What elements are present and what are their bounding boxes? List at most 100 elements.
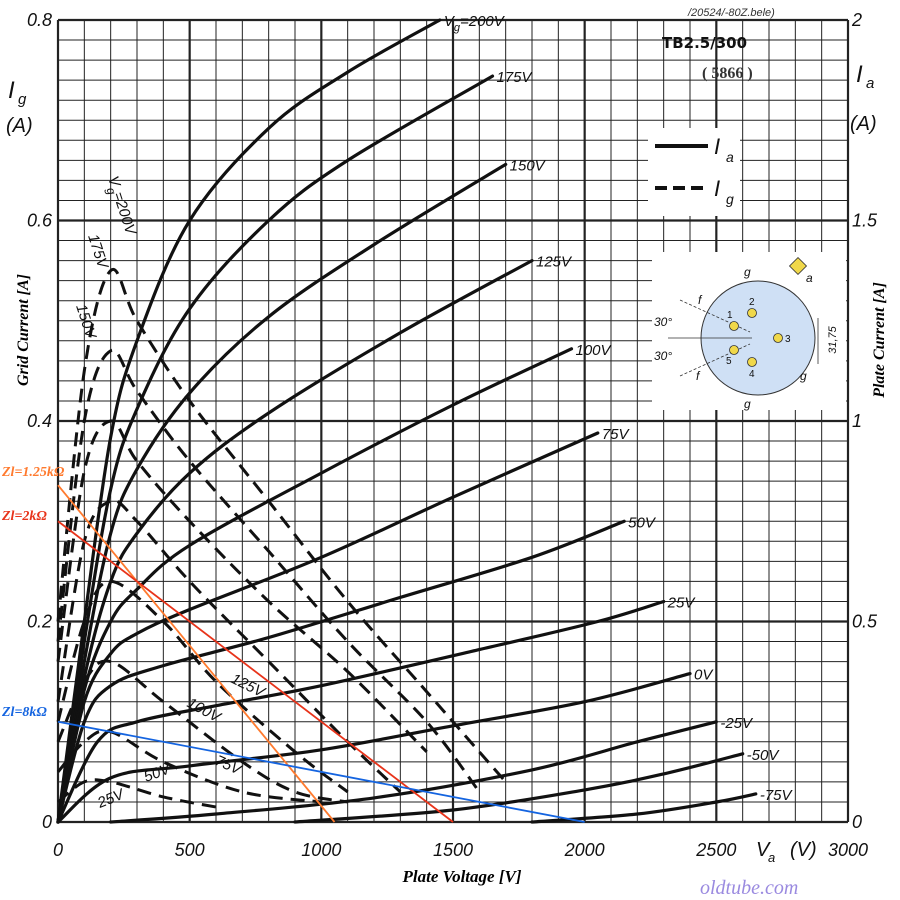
x-unit-symbol: V xyxy=(756,839,771,861)
grid-current-curves xyxy=(56,267,507,809)
plate-curve-5 xyxy=(56,431,600,824)
plate-curve-label-8: 0V xyxy=(694,667,714,684)
grid-curve-3 xyxy=(56,499,402,793)
x-tick-label: 2000 xyxy=(564,840,605,860)
grid-curve-0 xyxy=(56,267,507,783)
grid-curve-1 xyxy=(56,348,481,793)
x-tick-label: 500 xyxy=(175,840,205,860)
legend-box xyxy=(648,128,740,216)
header-note: /20524/-80Z.bele) xyxy=(687,7,775,19)
plate-current-curves xyxy=(56,18,758,824)
y-right-tick-label: 2 xyxy=(851,10,862,30)
plate-curve-label-0: Vg=200V xyxy=(444,13,506,34)
pin-5-label: 5 xyxy=(726,356,732,367)
grid-curve-7 xyxy=(57,778,217,809)
x-tick-label: 1500 xyxy=(433,840,473,860)
plate-curve-10 xyxy=(293,752,745,824)
y-left-tick-label: 0.6 xyxy=(27,211,53,231)
plate-curve-1 xyxy=(56,74,495,824)
pin-4 xyxy=(747,357,757,367)
pin-1-label: 1 xyxy=(727,310,733,321)
plate-curve-label-4: 100V xyxy=(576,342,613,359)
x-unit-sub: a xyxy=(768,850,775,865)
pin-5 xyxy=(729,345,739,355)
plate-curve-9 xyxy=(109,720,718,824)
grid-label-175: 175V xyxy=(84,232,112,272)
y-left-symbol-sub: g xyxy=(18,91,27,108)
plate-curve-label-9: -25V xyxy=(720,715,754,732)
socket-label-f-bottom: f xyxy=(696,369,701,383)
load-line-0 xyxy=(57,484,336,823)
y-left-title: Grid Current [A] xyxy=(15,274,32,386)
x-unit: V a (V) xyxy=(756,839,817,865)
tube-alt-name: ( 5866 ) xyxy=(702,65,753,82)
grid-curve-2 xyxy=(56,419,428,753)
plate-curve-6 xyxy=(56,519,626,824)
y-right-symbol-letter: I xyxy=(856,61,863,88)
socket-lower-angle-line xyxy=(679,343,751,377)
load-label-1: Zl=1.25kΩ xyxy=(1,465,65,480)
pin-4-label: 4 xyxy=(749,369,755,380)
y-left-symbol-letter: I xyxy=(8,77,15,104)
grid-label-200: Vg=200V xyxy=(100,174,139,240)
load-lines xyxy=(57,484,585,823)
plate-curve-8 xyxy=(56,672,692,824)
y-left-tick-label: 0.8 xyxy=(27,10,52,30)
socket-angle-upper: 30° xyxy=(654,315,672,329)
y-right-title: Plate Current [A] xyxy=(871,282,888,399)
pin-1 xyxy=(729,321,739,331)
plate-curve-label-1: 175V xyxy=(497,69,534,86)
pin-2-label: 2 xyxy=(749,297,755,308)
y-left-unit: (A) xyxy=(6,115,33,137)
socket-label-f-top: f xyxy=(698,293,703,307)
watermark: oldtube.com xyxy=(700,877,798,899)
plate-curve-7 xyxy=(56,599,666,824)
y-right-symbol: I a (A) xyxy=(850,61,877,135)
tube-name: TB2.5/300 xyxy=(662,34,747,52)
plate-curve-label-10: -50V xyxy=(747,747,781,764)
plate-curve-label-3: 125V xyxy=(536,254,573,271)
socket-label-g-top: g xyxy=(744,265,751,279)
plate-curve-0 xyxy=(56,18,442,824)
plate-curve-label-11: -75V xyxy=(760,787,794,804)
socket-upper-angle-line xyxy=(679,299,751,333)
load-line-2 xyxy=(57,720,585,823)
y-right-unit: (A) xyxy=(850,113,877,135)
socket-dimension: 31,75 xyxy=(827,325,839,353)
anode-cap-icon xyxy=(788,256,808,276)
x-title: Plate Voltage [V] xyxy=(402,867,522,886)
y-left-symbol: I g (A) xyxy=(6,77,33,137)
load-label-3: Zl=8kΩ xyxy=(1,705,47,720)
x-tick-label: 1000 xyxy=(301,840,341,860)
plate-curve-label-7: 25V xyxy=(667,594,697,611)
y-right-tick-label: 0 xyxy=(852,812,862,832)
pin-3-label: 3 xyxy=(785,334,791,345)
x-tick-label: 2500 xyxy=(695,840,736,860)
socket-label-a: a xyxy=(806,271,813,285)
grid-curve-6 xyxy=(56,729,322,804)
y-left-tick-label: 0.4 xyxy=(27,411,52,431)
legend-ig-symbol: I xyxy=(714,176,720,201)
plate-curve-3 xyxy=(56,259,534,824)
grid-curve-4 xyxy=(56,579,349,794)
x-unit-paren: (V) xyxy=(790,839,817,861)
plate-curve-label-6: 50V xyxy=(628,514,657,531)
y-right-tick-label: 1 xyxy=(852,411,862,431)
y-left-tick-label: 0 xyxy=(42,812,52,832)
legend-ia-sub: a xyxy=(726,149,734,165)
pin-3 xyxy=(773,333,783,343)
socket-angle-lower: 30° xyxy=(654,349,672,363)
legend-ia-symbol: I xyxy=(714,134,720,159)
x-tick-label: 0 xyxy=(53,840,63,860)
y-right-symbol-sub: a xyxy=(866,75,874,92)
load-line-1 xyxy=(57,520,454,823)
socket-label-g-right: g xyxy=(800,369,807,383)
x-tick-label: 3000 xyxy=(828,840,868,860)
y-left-tick-label: 0.2 xyxy=(27,612,52,632)
pin-2 xyxy=(747,308,757,318)
legend-ig-sub: g xyxy=(726,191,734,207)
socket-diagram: 30° 30° 31,75 1 2 3 4 5 g g g f f a xyxy=(652,252,846,411)
y-right-tick-label: 1.5 xyxy=(852,211,878,231)
y-right-tick-label: 0.5 xyxy=(852,612,878,632)
